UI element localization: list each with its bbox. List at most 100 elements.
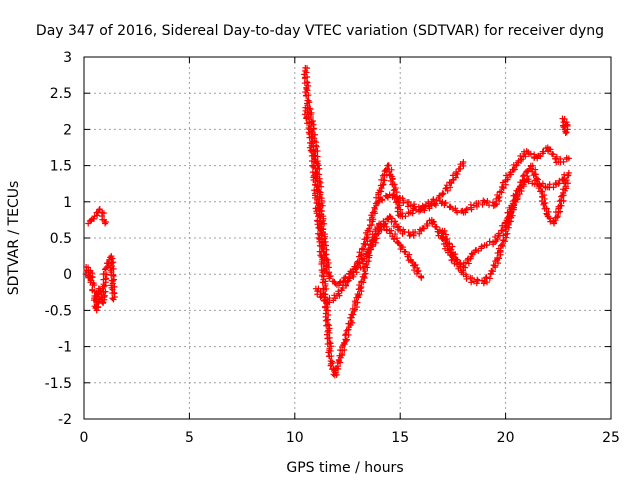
x-axis-label: GPS time / hours <box>286 460 403 476</box>
data-point-early-lower <box>110 265 117 272</box>
data-point-track-e <box>564 180 571 187</box>
data-point-track-c <box>494 236 501 243</box>
data-point-track-b <box>308 152 315 159</box>
data-point-track-e <box>457 263 464 270</box>
data-point-track-e <box>462 271 469 278</box>
data-point-track-d <box>426 205 433 212</box>
data-point-track-e <box>516 191 523 198</box>
data-point-track-a <box>379 182 386 189</box>
data-point-track-a <box>364 227 371 234</box>
y-tick-label: 0 <box>63 267 72 283</box>
data-point-track-d <box>462 209 469 216</box>
data-point-track-a <box>455 166 462 173</box>
data-point-track-a <box>440 190 447 197</box>
chart-title: Day 347 of 2016, Sidereal Day-to-day VTE… <box>36 23 604 39</box>
data-point-early-lower <box>92 303 99 310</box>
data-point-track-e <box>533 176 540 183</box>
data-point-track-b <box>344 336 351 343</box>
plot-frame <box>83 56 612 420</box>
data-point-early-upper <box>96 206 103 213</box>
data-point-track-a <box>320 215 327 222</box>
data-point-track-a <box>322 233 329 240</box>
data-point-track-d <box>399 195 406 202</box>
data-point-track-d <box>517 157 524 164</box>
data-point-track-a <box>326 273 333 280</box>
data-point-track-e <box>560 197 567 204</box>
data-point-track-e <box>550 219 557 226</box>
data-point-track-d <box>504 174 511 181</box>
data-point-track-e <box>443 236 450 243</box>
y-tick-label: 2 <box>63 122 72 138</box>
data-point-track-d <box>498 184 505 191</box>
data-point-track-e <box>502 228 509 235</box>
data-point-early-lower <box>108 272 115 279</box>
data-point-track-b <box>342 331 349 338</box>
data-point-track-c <box>335 290 342 297</box>
data-point-track-e <box>554 214 561 221</box>
data-point-track-b <box>411 267 418 274</box>
x-tick-label: 20 <box>497 430 515 446</box>
data-point-early-lower <box>107 254 114 261</box>
data-point-track-b <box>392 231 399 238</box>
data-point-track-c <box>331 292 338 299</box>
data-point-track-c <box>314 291 321 298</box>
data-point-track-b <box>327 340 334 347</box>
data-point-track-a <box>443 182 450 189</box>
data-point-track-d <box>557 155 564 162</box>
data-point-track-c <box>360 260 367 267</box>
data-point-track-e <box>510 201 517 208</box>
data-point-track-e <box>484 279 491 286</box>
data-point-track-c <box>394 224 401 231</box>
data-point-track-c <box>556 180 563 187</box>
data-point-track-d <box>527 150 534 157</box>
data-point-track-d <box>379 197 386 204</box>
data-point-early-lower <box>110 296 117 303</box>
data-point-late-spike <box>563 119 570 126</box>
data-point-track-b <box>327 347 334 354</box>
data-point-track-d <box>405 199 412 206</box>
data-point-early-lower <box>93 297 100 304</box>
data-point-early-upper <box>102 220 109 227</box>
data-point-track-d <box>513 161 520 168</box>
data-point-track-d <box>539 148 546 155</box>
data-point-track-e <box>452 256 459 263</box>
data-point-track-c <box>326 295 333 302</box>
data-point-track-b <box>354 299 361 306</box>
data-point-track-d <box>473 203 480 210</box>
data-point-track-b <box>399 244 406 251</box>
data-point-track-a <box>388 166 395 173</box>
data-point-track-a <box>302 74 309 81</box>
data-point-track-d <box>467 201 474 208</box>
data-point-track-c <box>343 282 350 289</box>
data-point-track-c <box>478 243 485 250</box>
data-point-track-c <box>381 221 388 228</box>
data-point-track-b <box>327 360 334 367</box>
data-point-early-lower <box>87 268 94 275</box>
data-point-track-c <box>317 288 324 295</box>
data-point-track-b <box>303 114 310 121</box>
data-point-track-a <box>336 279 343 286</box>
data-point-track-d <box>565 155 572 162</box>
y-tick-label: 0.5 <box>50 231 72 247</box>
data-point-track-d <box>389 194 396 201</box>
data-point-early-lower <box>109 280 116 287</box>
data-point-early-lower <box>109 262 116 269</box>
data-point-track-b <box>407 257 414 264</box>
data-point-track-c <box>356 259 363 266</box>
data-point-early-lower <box>89 274 96 281</box>
data-point-track-b <box>345 320 352 327</box>
data-point-track-b <box>332 369 339 376</box>
data-point-track-d <box>452 205 459 212</box>
data-point-track-b <box>351 298 358 305</box>
data-point-track-d <box>506 171 513 178</box>
data-point-track-a <box>331 278 338 285</box>
data-point-track-a <box>304 87 311 94</box>
data-point-track-d <box>446 203 453 210</box>
data-point-track-a <box>376 187 383 194</box>
data-point-track-d <box>400 199 407 206</box>
data-point-track-a <box>381 177 388 184</box>
data-point-track-b <box>339 343 346 350</box>
data-point-track-c <box>363 253 370 260</box>
data-point-track-c <box>430 219 437 226</box>
